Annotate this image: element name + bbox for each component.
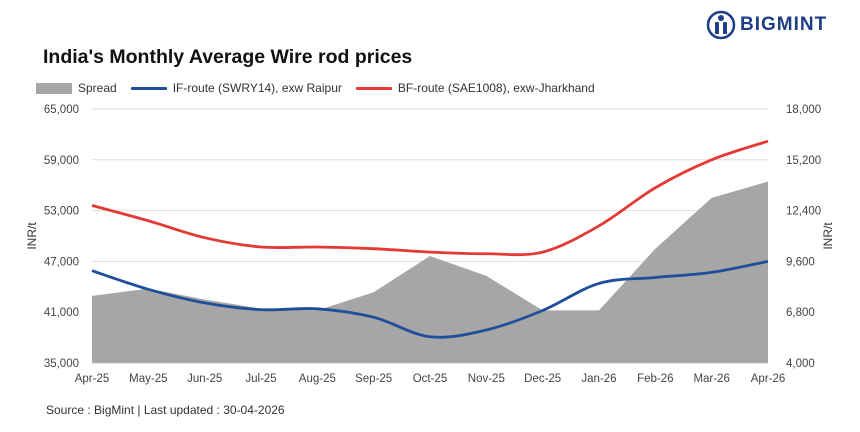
right-tick-label: 12,400 xyxy=(786,206,821,218)
right-tick-label: 18,000 xyxy=(786,104,821,116)
x-tick-label: Dec-25 xyxy=(524,373,561,385)
legend-label-bf-route: BF-route (SAE1008), exw-Jharkhand xyxy=(397,81,595,95)
right-tick-label: 9,600 xyxy=(786,256,815,268)
right-axis: 4,000 6,800 9,600 12,400 15,200 18,000 xyxy=(786,104,821,370)
left-axis-label: INR/t xyxy=(25,222,39,250)
x-tick-label: Apr-26 xyxy=(751,373,786,385)
x-tick-label: Sep-25 xyxy=(355,373,392,385)
left-tick-label: 59,000 xyxy=(44,155,79,167)
x-axis: Apr-25 May-25 Jun-25 Jul-25 Aug-25 Sep-25 Oct-… xyxy=(75,362,786,385)
x-tick-label: Mar-26 xyxy=(693,373,729,385)
x-tick-label: Jul-25 xyxy=(245,373,276,385)
left-tick-label: 53,000 xyxy=(44,206,79,218)
chart-title: India's Monthly Average Wire rod prices xyxy=(43,46,413,68)
bigmint-logo-icon xyxy=(706,10,736,40)
left-tick-label: 47,000 xyxy=(44,256,79,268)
x-tick-label: Apr-25 xyxy=(75,373,110,385)
right-tick-label: 15,200 xyxy=(786,155,821,167)
legend-swatch-if-route xyxy=(130,86,167,90)
chart-legend: Spread IF-route (SWRY14), exw Raipur BF-… xyxy=(36,81,609,95)
x-tick-label: Aug-25 xyxy=(299,373,336,385)
legend-swatch-spread xyxy=(36,82,72,94)
source-note: Source : BigMint | Last updated : 30-04-… xyxy=(46,403,285,417)
line-series-layer xyxy=(91,139,769,339)
legend-swatch-bf-route xyxy=(355,86,392,90)
right-tick-label: 4,000 xyxy=(786,358,815,370)
left-tick-label: 41,000 xyxy=(44,307,79,319)
x-tick-label: Nov-25 xyxy=(468,373,505,385)
right-tick-label: 6,800 xyxy=(786,307,815,319)
x-tick-label: Jan-26 xyxy=(581,373,616,385)
x-tick-label: Oct-25 xyxy=(413,373,448,385)
legend-label-spread: Spread xyxy=(78,81,117,95)
left-tick-label: 35,000 xyxy=(44,358,79,370)
legend-item-spread: Spread xyxy=(36,81,117,95)
bigmint-logo: BIGMINT xyxy=(706,8,846,42)
legend-item-if-route: IF-route (SWRY14), exw Raipur xyxy=(130,81,342,95)
right-axis-label: INR/t xyxy=(821,222,835,250)
left-tick-label: 65,000 xyxy=(44,104,79,116)
legend-label-if-route: IF-route (SWRY14), exw Raipur xyxy=(172,81,342,95)
x-tick-label: Feb-26 xyxy=(637,373,673,385)
x-tick-label: May-25 xyxy=(129,373,167,385)
legend-item-bf-route: BF-route (SAE1008), exw-Jharkhand xyxy=(355,81,595,95)
bigmint-logo-text: BIGMINT xyxy=(740,14,828,35)
left-axis: 35,000 41,000 47,000 53,000 59,000 65,000 xyxy=(44,104,79,370)
spread-area xyxy=(92,181,768,363)
spread-area-layer xyxy=(92,181,768,363)
bf-route-line xyxy=(91,139,769,257)
x-tick-label: Jun-25 xyxy=(187,373,222,385)
